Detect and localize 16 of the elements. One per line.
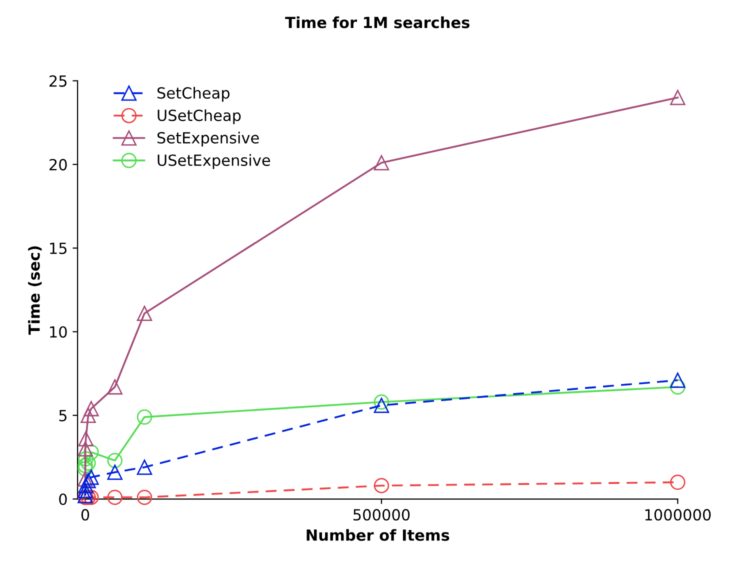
chart-title: Time for 1M searches bbox=[285, 16, 470, 28]
x-axis-title: Number of Items bbox=[306, 529, 450, 541]
y-tick-label: 25 bbox=[50, 75, 66, 87]
y-tick-label: 20 bbox=[50, 158, 67, 170]
legend-label: USetExpensive bbox=[158, 154, 270, 169]
legend-label: USetCheap bbox=[158, 109, 241, 124]
y-tick-label: 0 bbox=[59, 493, 67, 506]
y-tick-label: 5 bbox=[59, 410, 66, 422]
legend-label: SetCheap bbox=[157, 86, 230, 102]
legend-label: SetExpensive bbox=[157, 132, 259, 147]
x-tick-label: 0 bbox=[81, 509, 90, 521]
y-axis-title: Time (sec) bbox=[28, 246, 42, 335]
x-tick-label: 1000000 bbox=[645, 509, 711, 521]
y-tick-label: 15 bbox=[50, 242, 66, 254]
x-tick-label: 500000 bbox=[354, 509, 410, 521]
y-tick-label: 10 bbox=[50, 326, 67, 338]
